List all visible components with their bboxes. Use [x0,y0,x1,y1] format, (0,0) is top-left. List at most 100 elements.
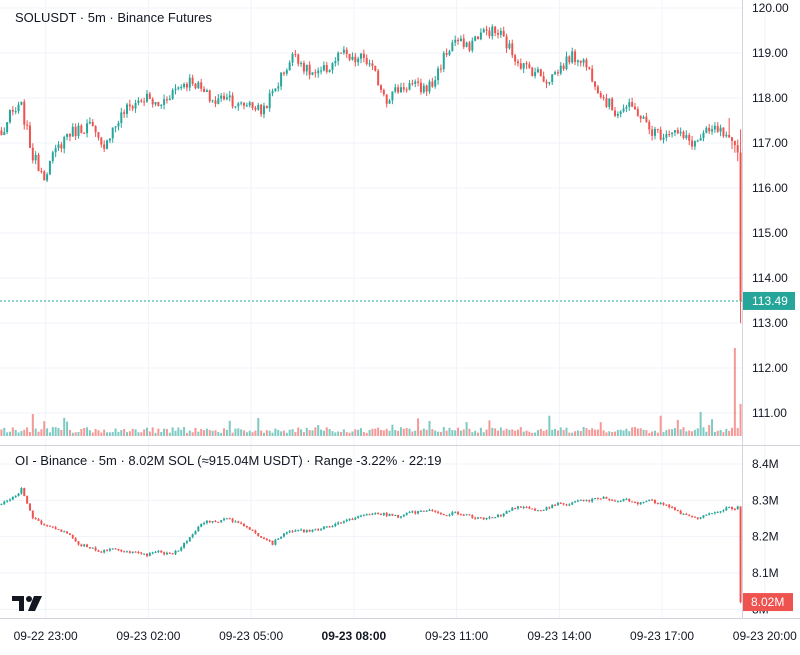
oi-candle [631,501,634,503]
volume-bar [688,430,691,436]
price-candle [340,52,343,54]
price-candle [123,112,126,114]
price-candle [43,171,46,181]
volume-bar [588,429,591,436]
volume-bar [140,432,143,436]
price-candle [57,144,60,149]
oi-candle [442,513,445,516]
price-candle [265,105,268,109]
volume-bar [705,431,708,436]
price-candle [211,100,214,102]
volume-bar [317,425,320,436]
price-candle [188,77,191,88]
oi-candle [117,549,120,551]
price-candle [705,127,708,133]
price-candle [397,87,400,93]
volume-bar [431,429,434,436]
price-candle [716,125,719,132]
volume-bar [679,429,682,436]
price-candle [539,69,542,77]
price-candle [77,125,80,137]
oi-candle [123,551,126,553]
oi-candle [103,550,106,553]
price-candle [411,83,414,85]
oi-candle [459,514,462,516]
oi-candle [625,498,628,500]
oi-candle [277,538,280,540]
oi-candle [428,510,431,512]
volume-bar [648,432,651,436]
price-candle [494,26,497,34]
volume-bar [462,429,465,436]
price-candle [51,152,54,162]
time-axis-label: 09-23 17:00 [630,629,694,643]
oi-candle [322,526,325,530]
volume-bar [174,430,177,436]
price-candle [191,77,194,84]
volume-bar [86,427,89,436]
price-candle [525,63,528,65]
price-candle [405,89,408,91]
oi-candle [300,529,303,531]
oi-candle [408,512,411,514]
volume-bar [457,427,460,436]
oi-candle [645,501,648,503]
price-candle [614,110,617,116]
price-candle [254,107,257,110]
volume-bar [340,432,343,436]
volume-bar [551,429,554,436]
volume-bar [357,429,360,436]
oi-candle [576,500,579,502]
oi-candle [514,507,517,509]
oi-candle [554,504,557,506]
price-candle [137,100,140,103]
volume-bar [594,429,597,436]
volume-bar [106,432,109,436]
volume-bar [48,432,51,436]
volume-bar [576,430,579,436]
price-candle [234,106,237,108]
volume-bar [508,429,511,436]
price-candle [479,32,482,40]
oi-candle [225,518,228,520]
oi-candle [608,498,611,500]
price-candle [88,121,91,124]
volume-bar [479,427,482,436]
oi-candle [140,552,143,554]
price-candle [688,135,691,141]
price-candle [545,81,548,84]
volume-bar [451,430,454,436]
volume-bar [459,430,462,436]
price-candle [691,140,694,147]
oi-candle [425,510,428,512]
volume-bar [434,430,437,436]
tradingview-logo[interactable] [12,594,44,612]
price-candle [611,98,614,111]
price-candle [371,63,374,66]
oi-candle [63,531,66,533]
oi-candle [337,522,340,524]
volume-bar [40,429,43,436]
volume-bar [731,427,734,436]
oi-candle [228,518,231,520]
price-candle [40,171,43,173]
price-candle [522,63,525,69]
price-candle [228,95,231,98]
oi-candle [474,517,477,519]
volume-bar [148,431,151,436]
volume-bar [385,428,388,436]
price-candle [562,65,565,69]
price-candle [134,102,137,109]
price-candle [417,81,420,83]
price-candle [14,111,17,113]
oi-candle [405,512,408,515]
oi-candle [0,504,3,506]
volume-bar [345,432,348,436]
oi-candle [291,531,294,533]
oi-candle [614,500,617,502]
price-candle [465,42,468,47]
oi-candle [559,502,562,504]
volume-bar [633,427,636,436]
